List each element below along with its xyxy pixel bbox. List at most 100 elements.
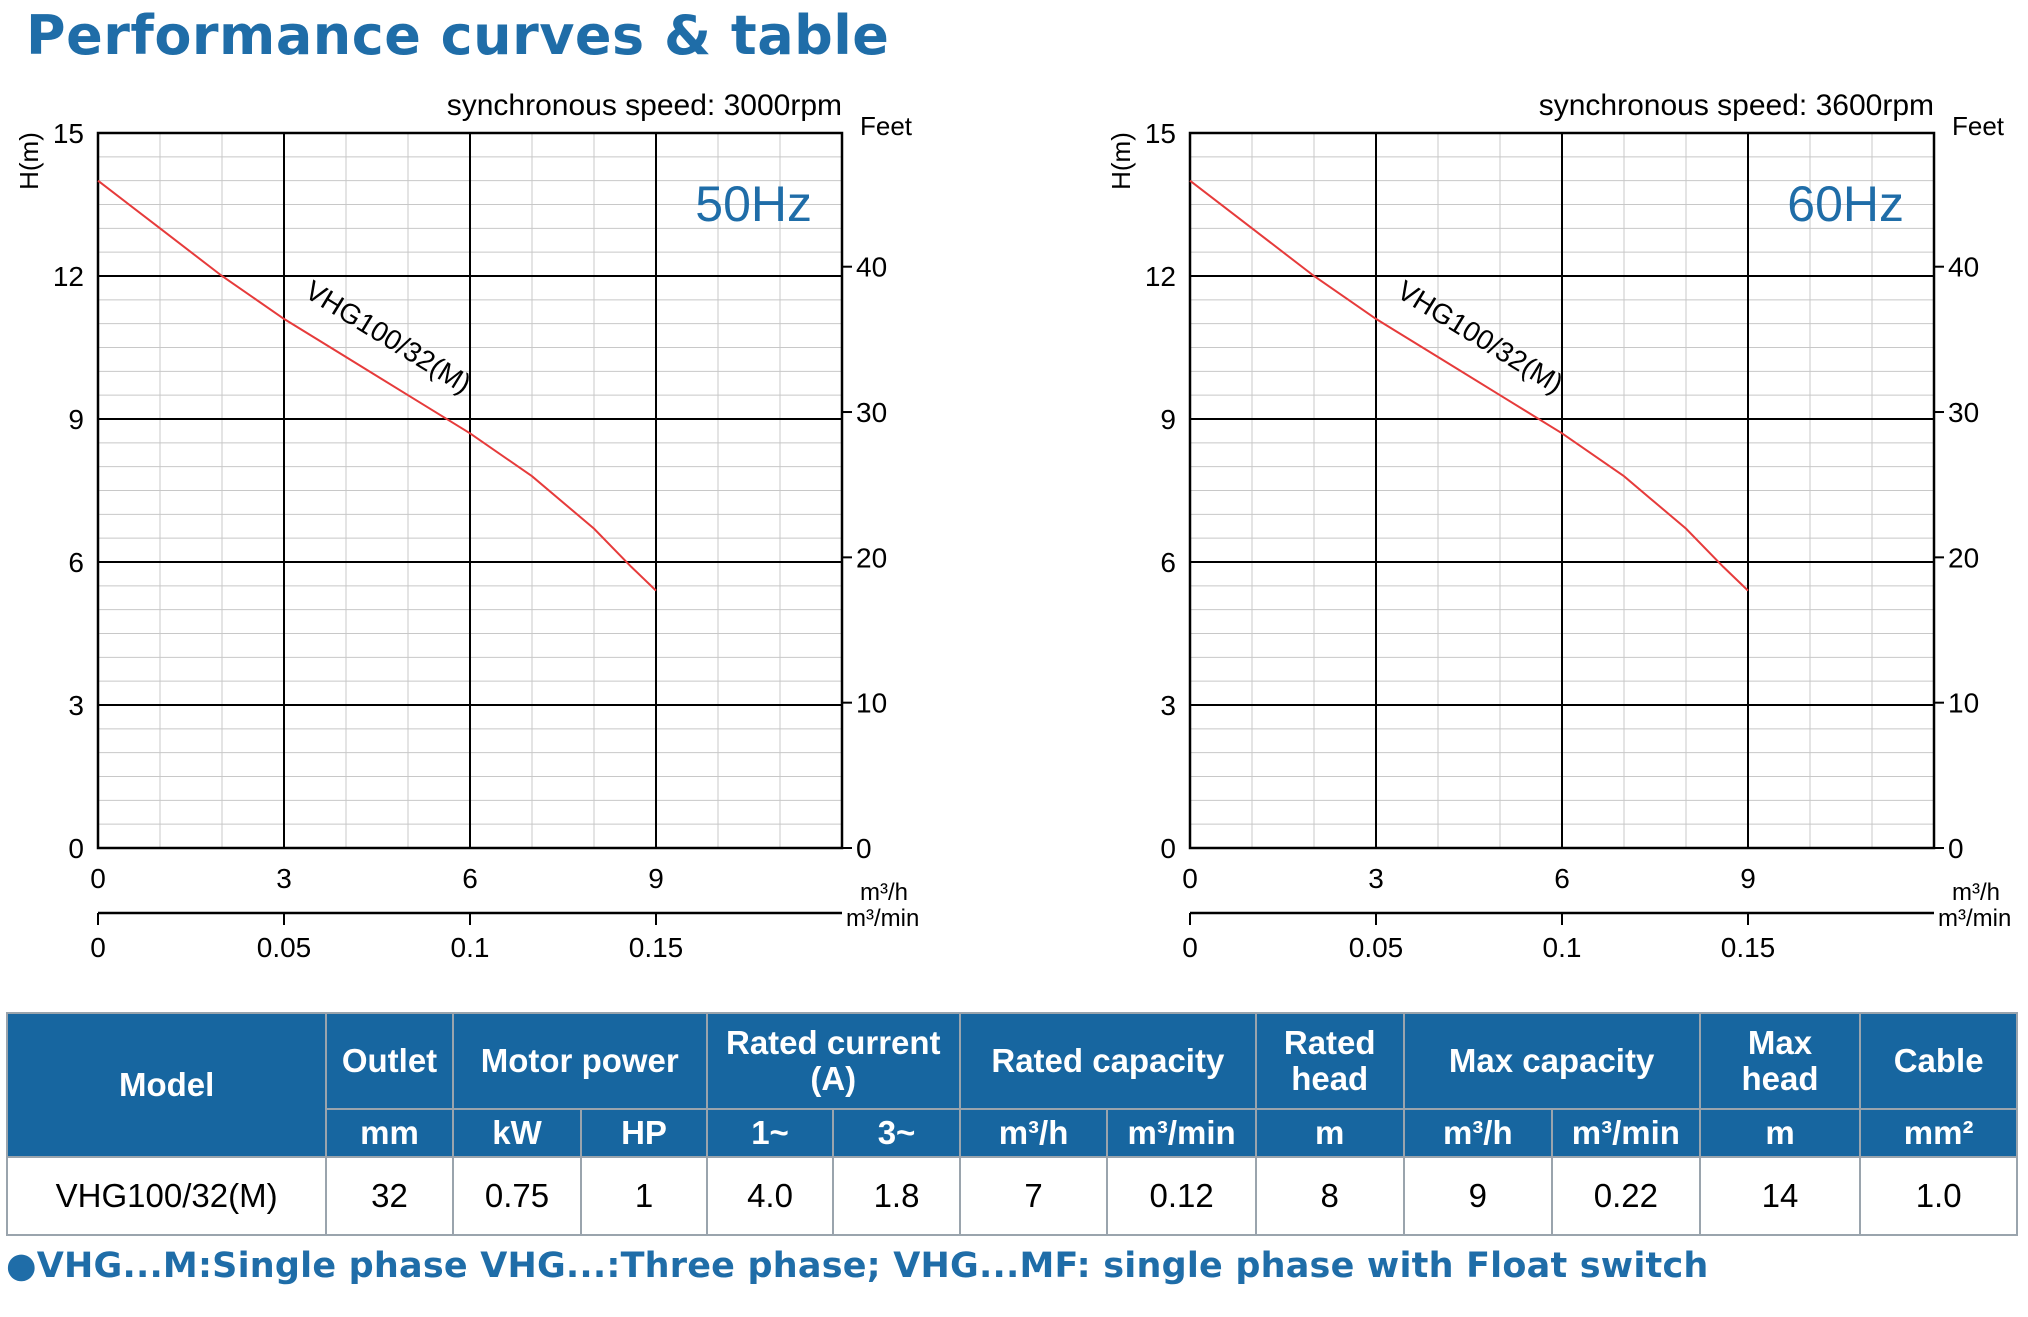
unit-cell: kW [451, 1108, 583, 1158]
y-tick-label: 12 [1145, 261, 1176, 292]
unit-cell: m³/min [1551, 1108, 1701, 1158]
x-axis-label: m³/h [1952, 879, 2000, 906]
x2-tick-label: 0.15 [629, 932, 684, 963]
unit-cell: m [1254, 1108, 1405, 1158]
header-motor-power: Motor power [451, 1012, 708, 1110]
y-tick-label: 15 [53, 118, 84, 149]
header-rated-current: Rated current (A) [705, 1012, 961, 1110]
cell-model: VHG100/32(M) [5, 1156, 328, 1236]
x2-axis-label: m³/min [1938, 905, 2011, 932]
y-right-axis-label: Feet [1952, 111, 2005, 141]
performance-chart-60hz: 0 3 6 9 12 15 0 10 20 30 40 H(m) Feet synchronous spe… [1106, 89, 2011, 963]
header-max-head-line2: head [1741, 1060, 1819, 1097]
y-right-tick-label: 30 [856, 397, 887, 428]
phase-footnote: ●VHG...M:Single phase VHG...:Three phase… [6, 1246, 1709, 1286]
table-cell: 0.12 [1106, 1156, 1257, 1236]
x2-tick-label: 0.05 [257, 932, 312, 963]
table-cell: 1.0 [1859, 1156, 2018, 1236]
table-cell: 32 [325, 1156, 454, 1236]
frequency-label: 50Hz [695, 176, 812, 232]
header-model: Model [5, 1012, 328, 1158]
table-cell: 8 [1254, 1156, 1405, 1236]
unit-cell: m³/min [1106, 1108, 1257, 1158]
x2-tick-label: 0.1 [451, 932, 490, 963]
header-max-head: Max head [1698, 1012, 1862, 1110]
plot-frame [96, 131, 844, 850]
y-right-tick-label: 40 [1948, 252, 1979, 283]
page-title: Performance curves & table [26, 4, 890, 67]
y-tick-label: 3 [1160, 690, 1176, 721]
unit-cell: m [1698, 1108, 1862, 1158]
header-rated-head-line1: Rated [1283, 1024, 1376, 1061]
header-rated-head: Rated head [1254, 1012, 1405, 1110]
x-tick-label: 0 [90, 863, 106, 894]
y-right-tick-label: 10 [856, 688, 887, 719]
performance-chart-50hz: 0 3 6 9 12 15 0 10 20 30 40 H(m) Feet synchronous spe… [14, 89, 919, 963]
table-header-row: Model Outlet Motor power Rated current (A… [5, 1012, 2018, 1158]
y-right-tick-label: 40 [856, 252, 887, 283]
x-tick-label: 9 [648, 863, 664, 894]
x2-tick-label: 0 [90, 932, 106, 963]
y-axis-label: H(m) [1106, 132, 1136, 190]
header-rated-head-line2: head [1291, 1060, 1369, 1097]
table-units-row: mm kW HP 1~ 3~ m³/h m³/min m m³/h m³/min… [7, 1108, 2018, 1158]
table-cell: 1 [580, 1156, 708, 1236]
header-rated-current-line1: Rated current [725, 1024, 941, 1061]
table-cell: 4.0 [705, 1156, 835, 1236]
grid [98, 133, 842, 848]
table-cell: 14 [1698, 1156, 1862, 1236]
series-line [1189, 179, 1749, 592]
table-cell: 0.22 [1551, 1156, 1701, 1236]
y-tick-label: 12 [53, 261, 84, 292]
x-tick-label: 3 [1368, 863, 1384, 894]
y-tick-label: 15 [1145, 118, 1176, 149]
header-outlet: Outlet [325, 1012, 454, 1110]
unit-cell: m³/h [1402, 1108, 1554, 1158]
y-tick-label: 0 [68, 833, 84, 864]
y-right-tick-label: 0 [1948, 833, 1964, 864]
series-line [97, 179, 657, 592]
chart-title: synchronous speed: 3600rpm [1539, 89, 1934, 122]
x-tick-label: 6 [462, 863, 478, 894]
table-cell: 0.75 [451, 1156, 583, 1236]
table-row: VHG100/32(M) 32 0.75 1 4.0 1.8 7 0.12 8 … [5, 1156, 2018, 1236]
grid [1190, 133, 1934, 848]
unit-cell: mm² [1859, 1108, 2018, 1158]
y-axis-label: H(m) [14, 132, 44, 190]
performance-table: Model Outlet Motor power Rated current (A… [5, 1012, 2018, 1236]
table-cell: 9 [1402, 1156, 1554, 1236]
unit-cell: mm [325, 1108, 454, 1158]
header-max-capacity: Max capacity [1402, 1012, 1701, 1110]
y-tick-label: 9 [1160, 404, 1176, 435]
frequency-label: 60Hz [1787, 176, 1904, 232]
x2-tick-label: 0.15 [1721, 932, 1776, 963]
y-right-axis-label: Feet [860, 111, 913, 141]
x-tick-label: 9 [1740, 863, 1756, 894]
unit-cell: 1~ [705, 1108, 835, 1158]
y-tick-label: 0 [1160, 833, 1176, 864]
y-right-tick-label: 30 [1948, 397, 1979, 428]
y-right-tick-label: 20 [856, 542, 887, 573]
series-label: VHG100/32(M) [300, 274, 477, 399]
plot-frame [1188, 131, 1936, 850]
header-max-head-line1: Max [1747, 1024, 1813, 1061]
performance-table-wrapper: Model Outlet Motor power Rated current (A… [5, 1012, 2018, 1236]
table-cell: 7 [958, 1156, 1109, 1236]
y-right-tick-label: 20 [1948, 542, 1979, 573]
series-label: VHG100/32(M) [1392, 274, 1569, 399]
x2-axis-label: m³/min [846, 905, 919, 932]
y-tick-label: 6 [68, 547, 84, 578]
y-tick-label: 3 [68, 690, 84, 721]
y-right-tick-label: 0 [856, 833, 872, 864]
table-cell: 1.8 [832, 1156, 961, 1236]
y-tick-label: 6 [1160, 547, 1176, 578]
unit-cell: m³/h [958, 1108, 1109, 1158]
header-cable: Cable [1859, 1012, 2018, 1110]
y-right-tick-label: 10 [1948, 688, 1979, 719]
header-rated-capacity: Rated capacity [958, 1012, 1257, 1110]
x2-tick-label: 0.05 [1349, 932, 1404, 963]
chart-title: synchronous speed: 3000rpm [447, 89, 842, 122]
unit-cell: 3~ [832, 1108, 961, 1158]
x2-tick-label: 0.1 [1543, 932, 1582, 963]
y-tick-label: 9 [68, 404, 84, 435]
